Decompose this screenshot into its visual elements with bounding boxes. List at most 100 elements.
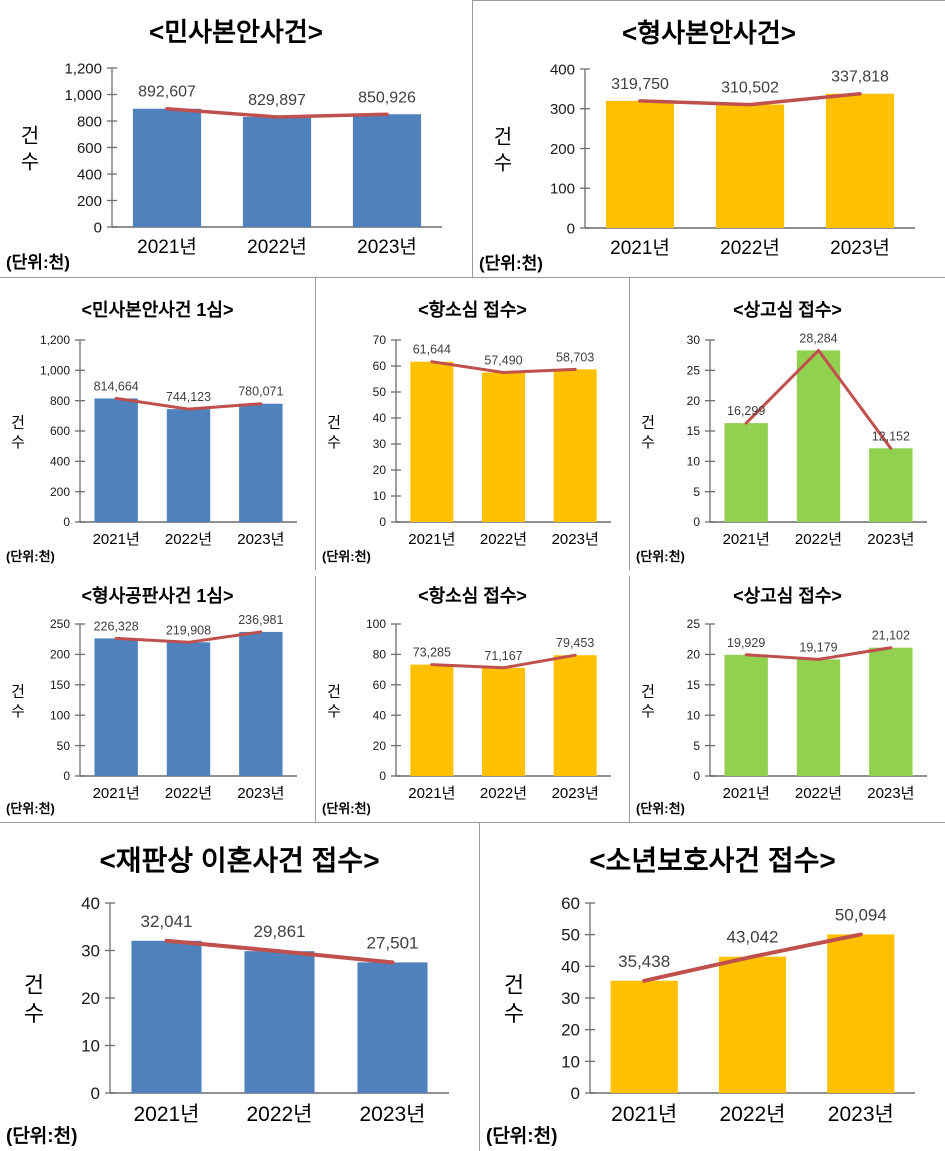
bar-2023년 [239,403,283,522]
bar-2021년 [410,361,454,522]
panel-civil-main-cases: <민사본안사건> 0 200 400 600 800 1,000 1,200 2021년 202… [0,0,472,277]
bar-2022년 [715,104,785,228]
y-axis-title-char: 건 [24,973,44,998]
y-tick-label: 0 [63,769,70,783]
value-label: 32,041 [141,912,193,931]
y-tick-label: 100 [550,181,575,198]
unit-label: (단위:천) [322,549,371,564]
bar-2022년 [244,951,315,1093]
bar-2023년 [825,93,895,228]
bar-2021년 [94,638,138,776]
bar-2023년 [239,631,283,776]
y-tick-label: 30 [81,941,100,960]
y-tick-label: 50 [561,926,580,945]
y-tick-label: 10 [687,708,701,722]
y-axis-title-char: 건 [21,125,39,148]
y-tick-label: 1,000 [64,87,102,104]
chart-canvas-criminal-trial-first-instance: 0 50 100 150 200 250 2021년 2022년 2023년 226,328 219… [0,612,315,822]
civil-supreme-filings-chart: 0 5 10 15 20 25 30 2021년 2022년 2023년 16,299 28,284 1… [636,331,927,564]
chart-title: <항소심 접수> [418,300,527,320]
category-label: 2021년 [611,1103,677,1126]
category-label: 2023년 [552,785,599,802]
y-axis-title-char: 수 [24,1001,44,1026]
y-axis-title-char: 건 [641,414,655,431]
category-label: 2022년 [247,236,307,258]
chart-title: <소년보호사건 접수> [589,845,836,876]
trend-line [744,646,893,661]
y-tick-label: 400 [77,166,102,183]
y-axis-title-char: 건 [11,414,25,431]
bar-2021년 [131,940,202,1093]
y-tick-label: 200 [50,485,70,499]
category-label: 2022년 [719,1103,785,1126]
category-label: 2023년 [552,531,599,548]
y-tick-label: 50 [57,739,71,753]
y-tick-label: 600 [77,140,102,157]
bar-2023년 [869,448,913,522]
y-axis-title-char: 건 [494,126,512,149]
unit-label: (단위:천) [486,1125,557,1147]
chart-title: <형사본안사건> [622,18,796,48]
y-axis-title-char: 수 [21,152,39,174]
value-label: 28,284 [799,331,837,345]
y-axis-title-char: 건 [641,683,655,700]
y-tick-label: 0 [693,515,700,529]
category-label: 2023년 [867,531,914,548]
bar-2023년 [553,369,597,522]
value-label: 61,644 [413,343,451,357]
category-label: 2023년 [830,237,890,259]
chart-title: <재판상 이혼사건 접수> [99,845,380,876]
y-tick-label: 60 [561,894,580,913]
panel-juvenile-protection-filings: <소년보호사건 접수> 0 10 20 30 40 50 60 2021년 2022년 2023년… [479,823,945,1151]
y-tick-label: 100 [366,617,386,631]
y-tick-label: 15 [687,424,701,438]
panel-criminal-appeal-filings: <항소심 접수> 0 20 40 60 80 100 2021년 2022년 2023년 73,2… [315,576,630,822]
chart-canvas-civil-supreme-filings: 0 5 10 15 20 25 30 2021년 2022년 2023년 16,299 28,284 1… [630,326,945,570]
civil-appeal-filings-chart: 0 10 20 30 40 50 60 70 2021년 2022년 2023년 61,644 57,4… [322,333,611,564]
value-label: 219,908 [166,623,211,637]
category-label: 2023년 [237,785,284,802]
bar-2021년 [410,664,454,776]
trend-line [430,360,577,374]
trend-line [164,938,395,965]
y-tick-label: 200 [77,193,102,210]
value-label: 12,152 [872,429,910,443]
panel-civil-main-first-instance: <민사본안사건 1심> 0 200 400 600 800 1,000 1,200 2021년… [0,278,315,570]
category-label: 2022년 [720,237,780,259]
bar-2021년 [610,980,678,1093]
unit-label: (단위:천) [6,1125,77,1147]
panel-judicial-divorce-filings: <재판상 이혼사건 접수> 0 10 20 30 40 2021년 2022년 2023년 32… [0,823,479,1151]
value-label: 319,750 [611,76,669,93]
value-label: 16,299 [727,404,765,418]
value-label: 310,502 [721,80,779,97]
bar-2022년 [242,117,312,227]
bar-2023년 [352,114,422,227]
chart-canvas-civil-main-first-instance: 0 200 400 600 800 1,000 1,200 2021년 2022년 2023년 81… [0,326,315,570]
chart-title: <상고심 접수> [733,300,842,320]
juvenile-protection-filings-chart: 0 10 20 30 40 50 60 2021년 2022년 2023년 35,438 43,042… [486,894,915,1147]
y-tick-label: 1,000 [40,364,70,378]
chart-title: <형사공판사건 1심> [81,586,234,606]
y-tick-label: 20 [81,989,100,1008]
criminal-main-cases-chart: 0 100 200 300 400 2021년 2022년 2023년 319,750 310,5… [479,61,915,273]
y-tick-label: 70 [373,333,387,347]
y-axis-title-char: 수 [641,703,655,720]
category-label: 2022년 [246,1103,312,1126]
value-label: 829,897 [248,92,306,109]
value-label: 780,071 [238,385,283,399]
value-label: 27,501 [367,933,419,952]
y-tick-label: 0 [94,219,102,236]
y-tick-label: 150 [50,678,70,692]
y-tick-label: 40 [373,411,387,425]
category-label: 2023년 [357,236,417,258]
value-label: 73,285 [413,646,451,660]
y-axis-title-char: 건 [327,414,341,431]
value-label: 43,042 [727,928,779,947]
bar-2021년 [132,108,202,227]
value-label: 57,490 [484,354,522,368]
y-axis-title-char: 수 [327,703,341,720]
trend-line [114,630,263,644]
y-axis-title-char: 수 [641,434,655,451]
category-label: 2021년 [408,785,455,802]
panel-criminal-trial-first-instance: <형사공판사건 1심> 0 50 100 150 200 250 2021년 2022년 202… [0,576,315,822]
